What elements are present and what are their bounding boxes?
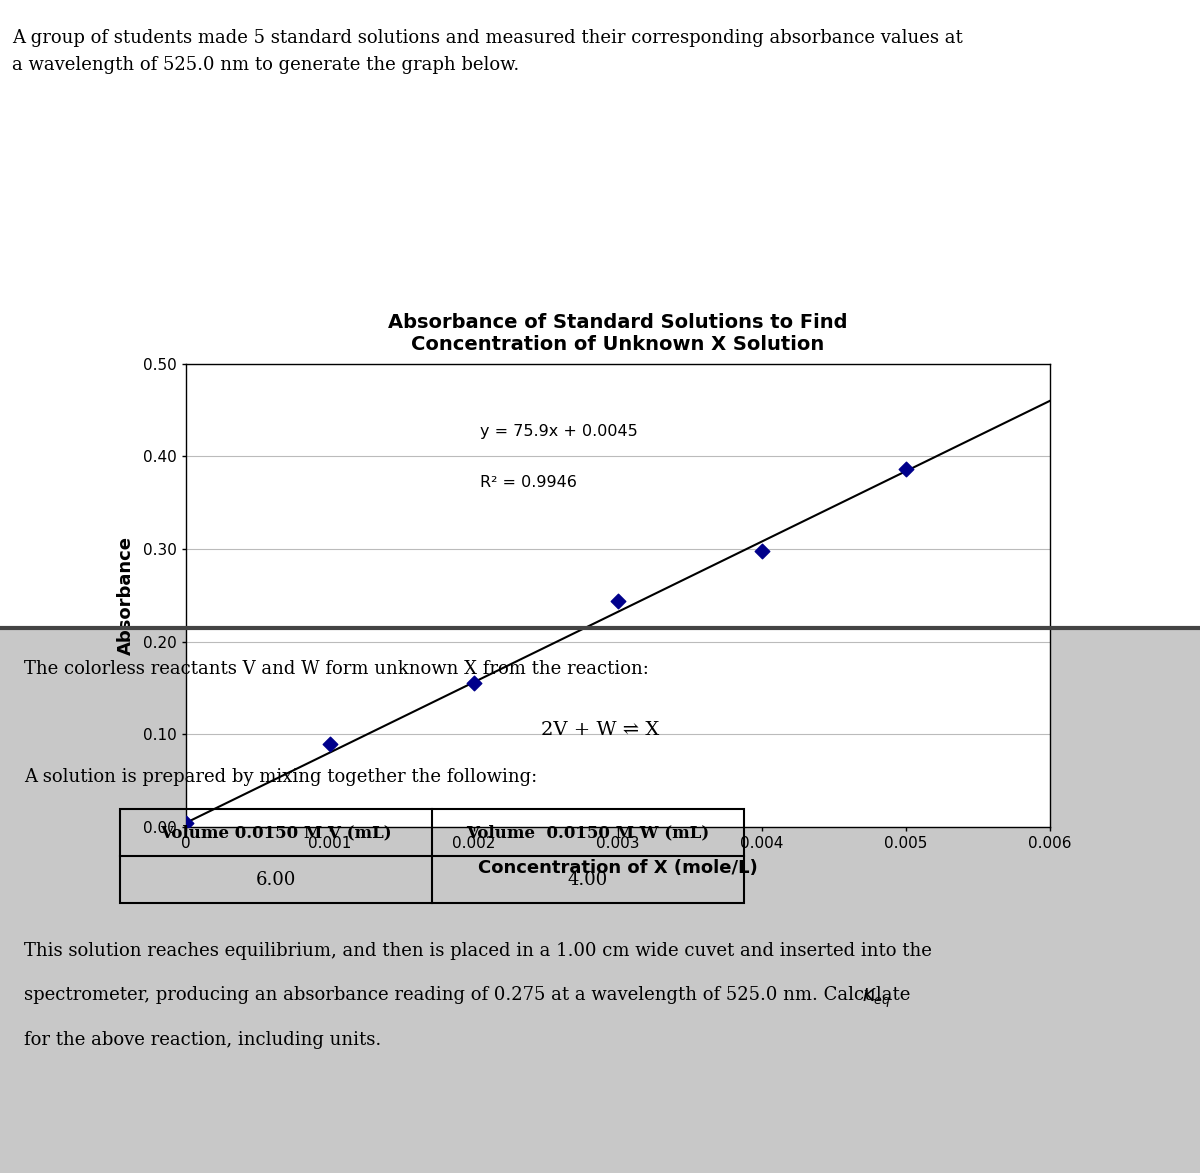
Text: Volume 0.0150 M V (mL): Volume 0.0150 M V (mL) [160,825,392,841]
Text: for the above reaction, including units.: for the above reaction, including units. [24,1031,382,1049]
Y-axis label: Absorbance: Absorbance [116,536,134,655]
Text: a wavelength of 525.0 nm to generate the graph below.: a wavelength of 525.0 nm to generate the… [12,56,520,74]
Text: 2V + W ⇌ X: 2V + W ⇌ X [541,721,659,739]
Title: Absorbance of Standard Solutions to Find
Concentration of Unknown X Solution: Absorbance of Standard Solutions to Find… [389,313,847,354]
Point [896,460,916,479]
Point [608,591,628,610]
Text: The colorless reactants V and W form unknown X from the reaction:: The colorless reactants V and W form unk… [24,660,649,678]
Point [464,674,484,693]
X-axis label: Concentration of X (mole/L): Concentration of X (mole/L) [478,860,758,877]
Text: y = 75.9x + 0.0045: y = 75.9x + 0.0045 [480,423,637,439]
Text: A group of students made 5 standard solutions and measured their corresponding a: A group of students made 5 standard solu… [12,29,962,47]
Text: spectrometer, producing an absorbance reading of 0.275 at a wavelength of 525.0 : spectrometer, producing an absorbance re… [24,986,916,1004]
Point [320,734,340,753]
Text: This solution reaches equilibrium, and then is placed in a 1.00 cm wide cuvet an: This solution reaches equilibrium, and t… [24,942,932,960]
Point [176,814,196,833]
Text: $K_{eq}$: $K_{eq}$ [862,986,890,1010]
Text: 4.00: 4.00 [568,870,608,889]
Text: R² = 0.9946: R² = 0.9946 [480,475,577,490]
Text: Volume  0.0150 M W (mL): Volume 0.0150 M W (mL) [467,825,709,841]
Text: 6.00: 6.00 [256,870,296,889]
Text: A solution is prepared by mixing together the following:: A solution is prepared by mixing togethe… [24,768,538,786]
Point [752,542,772,561]
